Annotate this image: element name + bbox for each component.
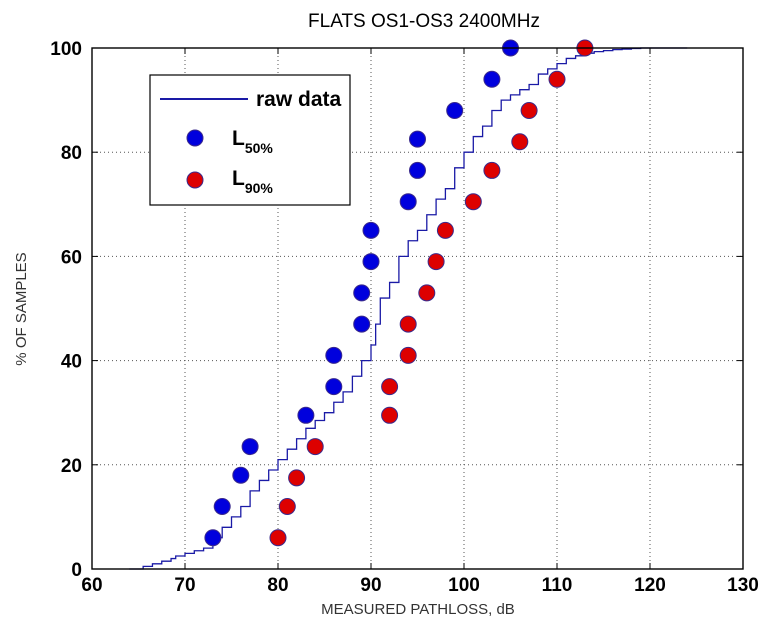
l50-point [483,70,501,88]
l50-point [232,466,250,484]
legend-l90-label: L90% [232,167,273,196]
l90-point [381,378,399,396]
raw-data-line [129,47,688,570]
l50-point [353,284,371,302]
l90-point [511,133,529,151]
y-axis-label: % OF SAMPLES [13,252,30,365]
l50-point [297,406,315,424]
legend-l50-label: L50% [232,127,273,156]
legend-l90-marker [186,171,204,189]
legend-l50-main: L [232,127,245,150]
l50-point [362,221,380,239]
l50-point [362,253,380,271]
x-axis-ticks: 60 70 80 90 100 110 120 130 [81,48,759,596]
x-tick-label: 70 [174,575,195,596]
legend-l90-sub: 90% [245,180,274,196]
l90-point [269,529,287,547]
l90-point [306,438,324,456]
l90-point [399,315,417,333]
y-tick-label: 20 [61,456,82,477]
l50-point [325,378,343,396]
l50-point [399,193,417,211]
l50-point [446,102,464,120]
x-tick-label: 120 [634,575,666,596]
y-tick-label: 80 [61,143,82,164]
l90-point [483,161,501,179]
x-tick-label: 130 [727,575,759,596]
l50-point [204,529,222,547]
legend-l90-main: L [232,167,245,190]
raw-data-series [129,47,688,570]
l50-point [409,130,426,148]
y-tick-label: 0 [71,560,82,581]
legend-l50-sub: 50% [245,140,274,156]
l50-point [241,438,259,456]
x-tick-label: 100 [448,575,480,596]
x-tick-label: 80 [267,575,288,596]
x-axis-label: MEASURED PATHLOSS, dB [321,601,515,618]
l90-point [427,253,445,271]
l50-point [353,315,371,333]
l90-series [269,39,594,547]
y-tick-label: 100 [50,39,82,60]
y-axis-ticks: 0 20 40 60 80 100 [50,39,743,581]
x-tick-label: 110 [542,575,573,596]
l90-point [381,406,399,424]
x-tick-label: 60 [81,575,102,596]
legend-raw-label: raw data [256,88,342,111]
l50-series [204,39,519,547]
y-tick-label: 60 [61,247,82,268]
l50-point [409,161,426,179]
l90-point [418,284,436,302]
l90-point [520,102,538,120]
legend: raw data L50% L90% [149,74,351,206]
l90-point [399,346,417,364]
plot-frame [91,47,744,570]
l90-point [288,469,306,487]
l90-point [464,193,482,211]
chart-title: FLATS OS1-OS3 2400MHz [308,11,540,32]
legend-box [149,74,351,206]
x-tick-label: 90 [360,575,381,596]
l90-point [436,221,454,239]
l50-point [325,346,343,364]
l50-point [213,497,231,515]
l90-point [548,70,566,88]
l90-point [278,497,296,515]
legend-l50-marker [186,129,204,147]
y-tick-label: 40 [61,352,82,373]
